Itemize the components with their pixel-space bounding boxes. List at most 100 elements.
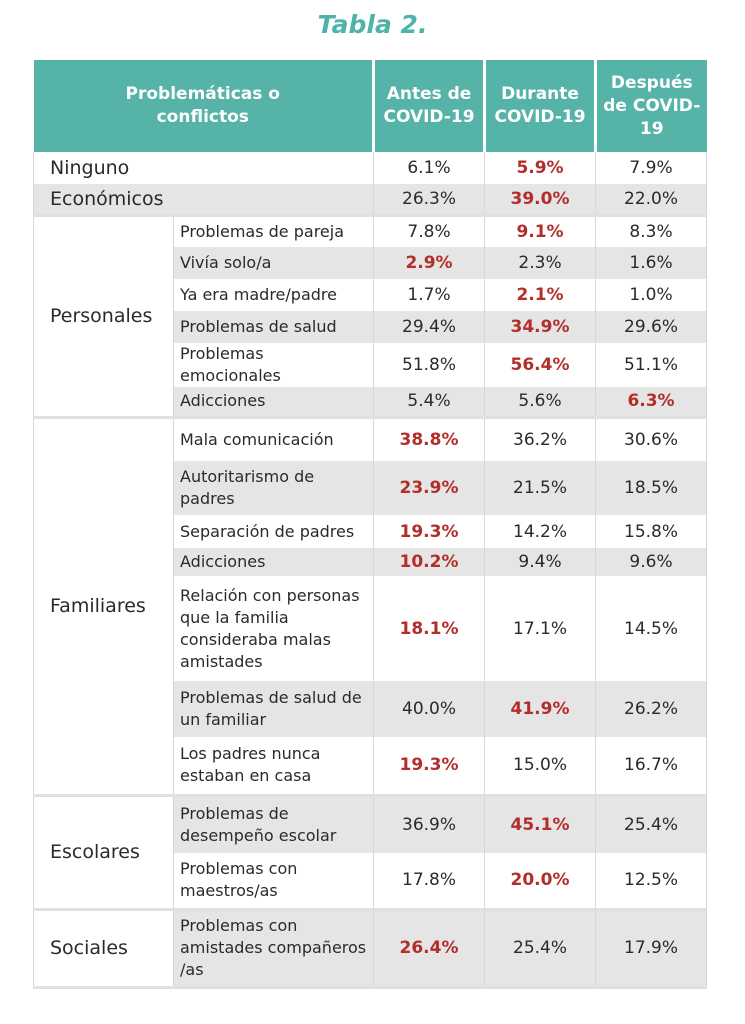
value-cell: 6.1% — [373, 152, 486, 184]
value-cell: 15.8% — [595, 515, 708, 548]
value-cell: 38.8% — [373, 415, 486, 461]
table-row: Los padres nunca estaban en casa 19.3% 1… — [34, 737, 708, 795]
table-row: Autoritarismo de padres 23.9% 21.5% 18.5… — [34, 461, 708, 515]
table-row: Adicciones 5.4% 5.6% 6.3% — [34, 387, 708, 417]
value-cell: 9.6% — [595, 548, 708, 576]
row-label: Mala comunicación — [172, 415, 375, 461]
header-antes: Antes de COVID-19 — [372, 60, 485, 152]
value-cell: 5.6% — [484, 387, 597, 417]
value-cell: 2.1% — [484, 279, 597, 311]
value-cell: 30.6% — [595, 415, 708, 461]
table-row: Ninguno 6.1% 5.9% 7.9% — [32, 152, 708, 184]
value-cell: 2.3% — [484, 247, 597, 279]
value-cell: 29.4% — [373, 311, 486, 343]
value-cell: 19.3% — [373, 515, 486, 548]
value-cell: 10.2% — [373, 548, 486, 576]
row-label: Económicos — [32, 184, 375, 215]
value-cell: 56.4% — [484, 343, 597, 387]
row-label: Relación con personas que la familia con… — [172, 576, 375, 681]
value-cell: 26.2% — [595, 681, 708, 737]
table-row: Separación de padres 19.3% 14.2% 15.8% — [34, 515, 708, 548]
value-cell: 8.3% — [595, 213, 708, 247]
table-row: Relación con personas que la familia con… — [34, 576, 708, 681]
value-cell: 9.4% — [484, 548, 597, 576]
row-label: Problemas con maestros/as — [172, 853, 375, 909]
table-row: Económicos 26.3% 39.0% 22.0% — [32, 184, 708, 215]
row-label: Ninguno — [32, 152, 375, 184]
category-label: Escolares — [33, 793, 174, 909]
value-cell: 12.5% — [595, 853, 708, 909]
value-cell: 1.6% — [595, 247, 708, 279]
value-cell: 18.1% — [373, 576, 486, 681]
table-row: Problemas emocionales 51.8% 56.4% 51.1% — [34, 343, 708, 387]
value-cell: 7.9% — [595, 152, 708, 184]
category-label: Personales — [33, 213, 174, 417]
header-row: Problemáticas o conflictos Antes de COVI… — [33, 60, 707, 152]
value-cell: 20.0% — [484, 853, 597, 909]
table-row: Escolares Problemas de desempeño escolar… — [33, 793, 708, 909]
table-row: Problemas con maestros/as 17.8% 20.0% 12… — [34, 853, 708, 909]
row-label: Autoritarismo de padres — [172, 461, 375, 515]
table-row: Adicciones 10.2% 9.4% 9.6% — [34, 548, 708, 576]
value-cell: 25.4% — [595, 793, 708, 853]
value-cell: 40.0% — [373, 681, 486, 737]
table-row: Sociales Problemas con amistades compañe… — [33, 907, 708, 987]
value-cell: 34.9% — [484, 311, 597, 343]
value-cell: 51.8% — [373, 343, 486, 387]
header-despues: Después de COVID-19 — [594, 60, 707, 152]
value-cell: 36.9% — [373, 793, 486, 853]
value-cell: 5.4% — [373, 387, 486, 417]
value-cell: 6.3% — [595, 387, 708, 417]
value-cell: 9.1% — [484, 213, 597, 247]
row-label: Separación de padres — [172, 515, 375, 548]
value-cell: 1.0% — [595, 279, 708, 311]
value-cell: 14.2% — [484, 515, 597, 548]
header-problematicas: Problemáticas o conflictos — [33, 60, 374, 152]
row-label: Ya era madre/padre — [172, 279, 375, 311]
value-cell: 1.7% — [373, 279, 486, 311]
value-cell: 39.0% — [484, 184, 597, 215]
value-cell: 41.9% — [484, 681, 597, 737]
value-cell: 26.3% — [373, 184, 486, 215]
value-cell: 16.7% — [595, 737, 708, 795]
value-cell: 51.1% — [595, 343, 708, 387]
table-row: Problemas de salud 29.4% 34.9% 29.6% — [34, 311, 708, 343]
table-row: Ya era madre/padre 1.7% 2.1% 1.0% — [34, 279, 708, 311]
value-cell: 17.1% — [484, 576, 597, 681]
value-cell: 7.8% — [373, 213, 486, 247]
value-cell: 29.6% — [595, 311, 708, 343]
row-label: Los padres nunca estaban en casa — [172, 737, 375, 795]
row-label: Problemas con amistades compañeros /as — [172, 907, 375, 987]
value-cell: 19.3% — [373, 737, 486, 795]
value-cell: 22.0% — [595, 184, 708, 215]
value-cell: 36.2% — [484, 415, 597, 461]
value-cell: 17.8% — [373, 853, 486, 909]
header-durante: Durante COVID-19 — [483, 60, 596, 152]
row-label: Vivía solo/a — [172, 247, 375, 279]
table-row: Problemas de salud de un familiar 40.0% … — [34, 681, 708, 737]
value-cell: 18.5% — [595, 461, 708, 515]
table-title: Tabla 2. — [317, 10, 428, 39]
data-table: Problemáticas o conflictos Antes de COVI… — [32, 60, 708, 989]
value-cell: 25.4% — [484, 907, 597, 987]
table-row: Vivía solo/a 2.9% 2.3% 1.6% — [34, 247, 708, 279]
value-cell: 21.5% — [484, 461, 597, 515]
row-label: Problemas emocionales — [172, 343, 375, 387]
value-cell: 5.9% — [484, 152, 597, 184]
value-cell: 14.5% — [595, 576, 708, 681]
value-cell: 45.1% — [484, 793, 597, 853]
table-row: Personales Problemas de pareja 7.8% 9.1%… — [33, 213, 708, 417]
category-label: Sociales — [33, 907, 174, 987]
value-cell: 26.4% — [373, 907, 486, 987]
row-label: Problemas de pareja — [172, 213, 375, 247]
row-label: Problemas de salud de un familiar — [172, 681, 375, 737]
row-label: Adicciones — [172, 548, 375, 576]
value-cell: 17.9% — [595, 907, 708, 987]
value-cell: 23.9% — [373, 461, 486, 515]
row-label: Adicciones — [172, 387, 375, 417]
value-cell: 2.9% — [373, 247, 486, 279]
table-row: Familiares Mala comunicación 38.8% 36.2%… — [33, 415, 708, 795]
row-label: Problemas de salud — [172, 311, 375, 343]
value-cell: 15.0% — [484, 737, 597, 795]
row-label: Problemas de desempeño escolar — [172, 793, 375, 853]
